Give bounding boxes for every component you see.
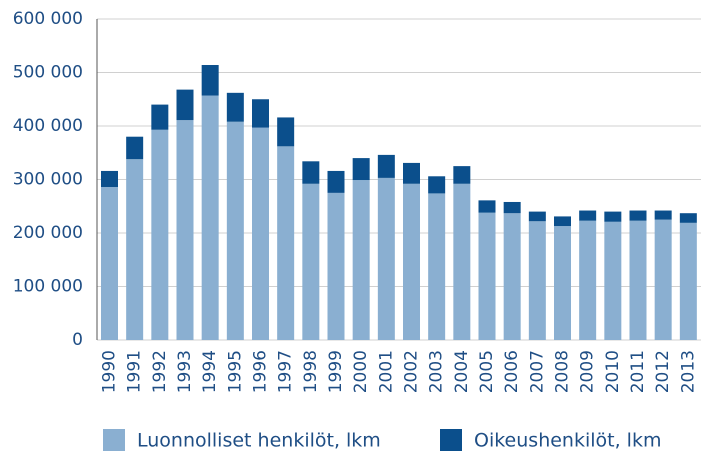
bar-segment — [226, 92, 244, 122]
x-tick-label: 1995 — [225, 350, 245, 393]
bar-segment — [252, 99, 269, 128]
bar-segment — [428, 193, 446, 340]
x-tick-label: 2005 — [477, 350, 497, 393]
y-tick-label: 0 — [72, 330, 83, 350]
bar-segment — [403, 183, 420, 340]
bar-segment — [403, 162, 420, 184]
legend-swatch — [440, 429, 462, 451]
legend-label: Luonnolliset henkilöt, lkm — [137, 430, 381, 452]
bar-segment — [176, 120, 194, 341]
bar-segment — [302, 161, 320, 184]
x-tick-label: 2012 — [653, 350, 673, 393]
bar-segment — [101, 186, 118, 340]
x-tick-label: 2001 — [376, 350, 396, 393]
bar-segment — [554, 216, 571, 227]
x-tick-label: 2000 — [351, 350, 371, 393]
bar-segment — [604, 221, 622, 340]
y-tick-label: 400 000 — [13, 116, 83, 136]
bar-segment — [101, 170, 118, 187]
y-tick-label: 300 000 — [13, 170, 83, 190]
x-tick-label: 2008 — [553, 350, 573, 393]
bar-segment — [453, 183, 471, 340]
bar-segment — [226, 121, 244, 340]
x-tick-label: 2006 — [502, 350, 522, 393]
bar-segment — [679, 213, 697, 223]
bar-segment — [579, 210, 597, 221]
bar-segment — [126, 136, 144, 160]
bar-segment — [528, 221, 546, 340]
bar-segment — [377, 154, 395, 178]
y-tick-label: 100 000 — [13, 277, 83, 297]
bar-segment — [252, 127, 269, 340]
x-tick-label: 2007 — [527, 350, 547, 393]
x-tick-label: 1998 — [301, 350, 321, 393]
bar-segment — [277, 146, 295, 340]
bar-segment — [277, 117, 295, 147]
x-tick-label: 2013 — [678, 350, 698, 393]
bar-segment — [352, 158, 370, 181]
bar-segment — [579, 220, 597, 340]
x-tick-label: 1993 — [175, 350, 195, 393]
bar-segment — [151, 104, 169, 130]
bar-segment — [126, 159, 144, 340]
bar-segment — [327, 192, 345, 340]
x-tick-label: 2002 — [402, 350, 422, 393]
x-tick-label: 1991 — [125, 350, 145, 393]
x-tick-label: 2010 — [603, 350, 623, 393]
bar-segment — [478, 212, 496, 340]
x-tick-label: 1994 — [200, 350, 220, 393]
legend-label: Oikeushenkilöt, lkm — [474, 430, 661, 452]
x-tick-label: 1990 — [100, 350, 120, 393]
bar-segment — [302, 183, 320, 340]
bar-segment — [478, 200, 496, 213]
x-tick-label: 1992 — [150, 350, 170, 393]
x-tick-label: 1999 — [326, 350, 346, 393]
bar-segment — [629, 210, 647, 221]
bar-segment — [554, 226, 571, 340]
y-tick-label: 200 000 — [13, 223, 83, 243]
bar-segment — [654, 210, 672, 220]
bar-segment — [327, 170, 345, 193]
x-tick-label: 2011 — [628, 350, 648, 393]
x-tick-label: 2009 — [578, 350, 598, 393]
bar-segment — [176, 89, 194, 121]
bar-segment — [428, 176, 446, 194]
x-tick-label: 1997 — [276, 350, 296, 393]
y-tick-label: 500 000 — [13, 63, 83, 83]
bar-segment — [352, 180, 370, 340]
bar-segment — [528, 211, 546, 222]
bar-segment — [201, 95, 219, 340]
bar-segment — [151, 129, 169, 340]
bar-segment — [679, 222, 697, 340]
bar-segment — [503, 213, 521, 340]
bar-segment — [654, 219, 672, 340]
y-tick-label: 600 000 — [13, 9, 83, 29]
legend-swatch — [103, 429, 125, 451]
x-tick-label: 2004 — [452, 350, 472, 393]
bar-segment — [201, 65, 219, 96]
bar-segment — [377, 177, 395, 340]
bar-segment — [503, 201, 521, 214]
bar-segment — [453, 166, 471, 184]
bar-segment — [629, 220, 647, 340]
x-tick-label: 2003 — [427, 350, 447, 393]
bar-segment — [604, 211, 622, 222]
x-tick-label: 1996 — [251, 350, 271, 393]
